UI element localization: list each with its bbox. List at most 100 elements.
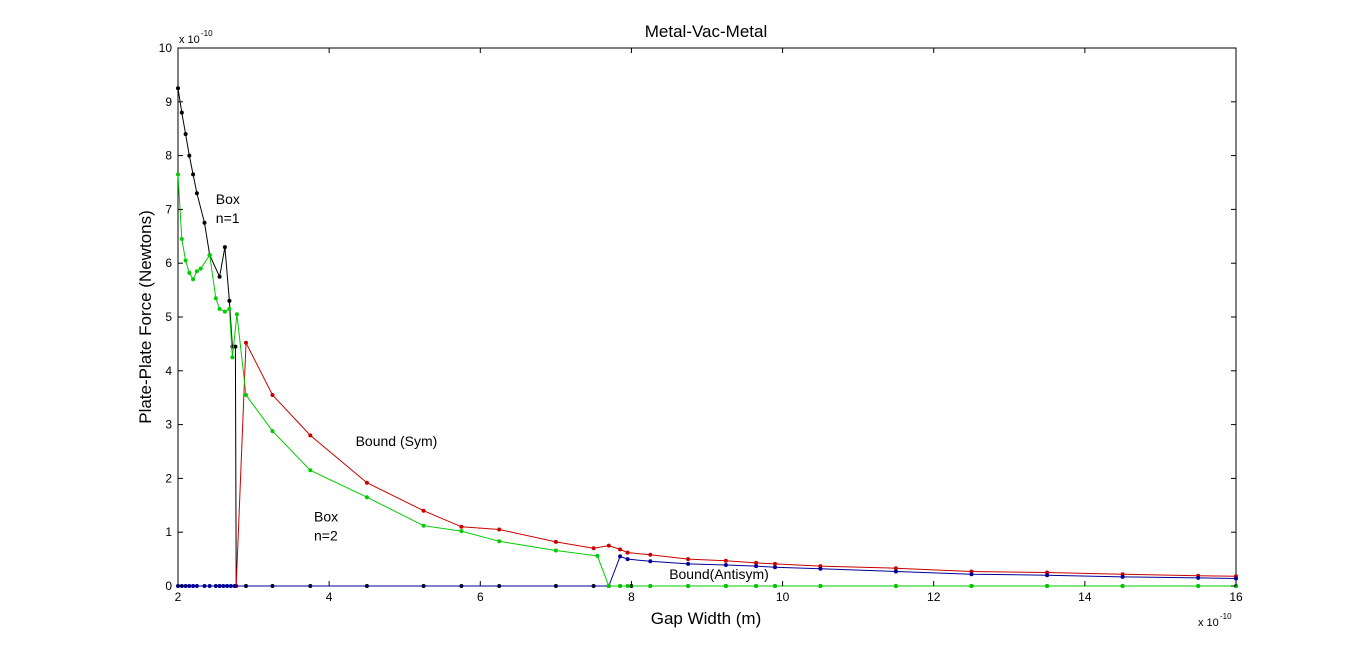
annotation-label: Bound (Sym) xyxy=(356,433,438,449)
y-tick-label: 7 xyxy=(165,202,172,216)
y-tick-label: 6 xyxy=(165,256,172,270)
data-point xyxy=(648,584,653,588)
data-point xyxy=(553,548,558,553)
data-point xyxy=(625,550,630,555)
data-point xyxy=(773,584,777,588)
data-point xyxy=(754,584,759,588)
data-point xyxy=(221,584,226,588)
data-point xyxy=(497,539,502,544)
data-point xyxy=(686,561,691,566)
y-tick-label: 1 xyxy=(165,525,172,539)
data-point xyxy=(202,220,207,225)
data-point xyxy=(893,584,898,588)
x-tick-label: 14 xyxy=(1078,590,1092,604)
data-point xyxy=(179,237,184,241)
data-point xyxy=(1120,574,1125,579)
annotation-label: Box xyxy=(314,508,338,524)
data-point xyxy=(308,468,313,473)
data-point xyxy=(606,543,611,548)
data-point xyxy=(232,584,237,588)
data-point xyxy=(194,191,199,196)
data-point xyxy=(308,433,313,438)
x-exponent-base: x 10 xyxy=(1198,617,1219,629)
data-point xyxy=(176,86,180,91)
data-point xyxy=(754,560,759,565)
data-point xyxy=(686,584,691,588)
data-point xyxy=(421,523,426,528)
data-point xyxy=(191,277,196,282)
data-point xyxy=(595,553,600,558)
x-axis-exponent: x 10 -10 xyxy=(1198,612,1232,629)
data-point xyxy=(1234,576,1238,581)
x-tick-label: 12 xyxy=(927,590,941,604)
data-point xyxy=(244,340,248,345)
y-axis-label: Plate-Plate Force (Newtons) xyxy=(136,210,155,424)
data-point xyxy=(176,172,180,177)
data-point xyxy=(723,563,728,567)
data-point xyxy=(202,584,207,588)
series-line xyxy=(177,174,1236,587)
data-point xyxy=(754,564,759,569)
data-point xyxy=(969,572,974,577)
data-point xyxy=(1196,575,1201,580)
annotation-label: Box xyxy=(216,191,240,207)
data-point xyxy=(228,584,233,588)
data-point xyxy=(618,547,623,552)
data-point xyxy=(364,480,369,485)
data-point xyxy=(230,355,235,360)
y-exponent-base: x 10 xyxy=(179,34,200,46)
data-point xyxy=(194,269,199,274)
data-point xyxy=(773,561,777,566)
x-tick-label: 6 xyxy=(477,590,484,604)
data-point xyxy=(207,253,212,258)
data-point xyxy=(198,266,203,271)
data-point xyxy=(179,110,184,115)
series-3 xyxy=(176,172,1238,588)
data-point xyxy=(553,539,558,544)
annotation-label: n=1 xyxy=(216,210,240,226)
chart-title: Metal-Vac-Metal xyxy=(645,22,768,41)
data-point xyxy=(191,584,196,588)
y-tick-label: 0 xyxy=(165,579,172,593)
data-point xyxy=(225,584,230,588)
data-point xyxy=(222,309,227,314)
data-point xyxy=(818,584,823,588)
data-point xyxy=(213,584,218,588)
data-point xyxy=(497,527,502,532)
y-tick-label: 5 xyxy=(165,310,172,324)
data-point xyxy=(213,296,218,301)
x-tick-label: 2 xyxy=(175,590,182,604)
data-point xyxy=(217,584,222,588)
data-point xyxy=(1196,584,1201,588)
data-point xyxy=(618,554,623,559)
data-point xyxy=(1045,584,1050,588)
x-tick-label: 10 xyxy=(776,590,790,604)
data-point xyxy=(227,306,232,311)
annotation-layer: Box n=1 Bound (Sym) Box n=2 Bound(Antisym) xyxy=(216,191,769,582)
y-axis-exponent: x 10 -10 xyxy=(179,29,213,46)
series-layer xyxy=(176,86,1238,588)
data-point xyxy=(187,270,192,275)
y-tick-label: 9 xyxy=(165,95,172,109)
data-point xyxy=(648,559,653,564)
data-point xyxy=(459,524,464,529)
data-point xyxy=(183,132,188,137)
x-tick-label: 4 xyxy=(326,590,333,604)
data-point xyxy=(233,344,238,349)
data-point xyxy=(207,584,212,588)
data-point xyxy=(606,584,611,588)
x-tick-label: 16 xyxy=(1229,590,1243,604)
data-point xyxy=(723,584,728,588)
data-point xyxy=(187,584,192,588)
y-tick-label: 3 xyxy=(165,418,172,432)
data-point xyxy=(217,306,222,311)
data-point xyxy=(194,584,199,588)
data-point xyxy=(234,312,239,317)
x-exponent-power: -10 xyxy=(1220,612,1232,621)
data-point xyxy=(648,552,653,557)
data-point xyxy=(183,258,188,263)
data-point xyxy=(591,546,596,551)
data-point xyxy=(893,569,898,574)
data-point xyxy=(1045,573,1050,578)
